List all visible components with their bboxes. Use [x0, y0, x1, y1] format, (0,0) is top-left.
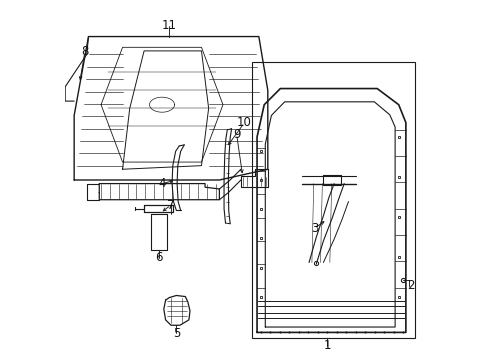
Text: 2: 2: [407, 279, 414, 292]
Text: 7: 7: [167, 199, 174, 212]
Text: 10: 10: [237, 116, 251, 129]
Text: 8: 8: [81, 45, 88, 58]
Text: 6: 6: [155, 251, 163, 264]
Text: 1: 1: [323, 339, 330, 352]
Text: 9: 9: [232, 127, 240, 141]
Text: 4: 4: [158, 177, 165, 190]
Text: 11: 11: [162, 19, 176, 32]
Text: 5: 5: [172, 327, 180, 339]
Bar: [251, 62, 414, 338]
Text: 3: 3: [310, 222, 318, 235]
